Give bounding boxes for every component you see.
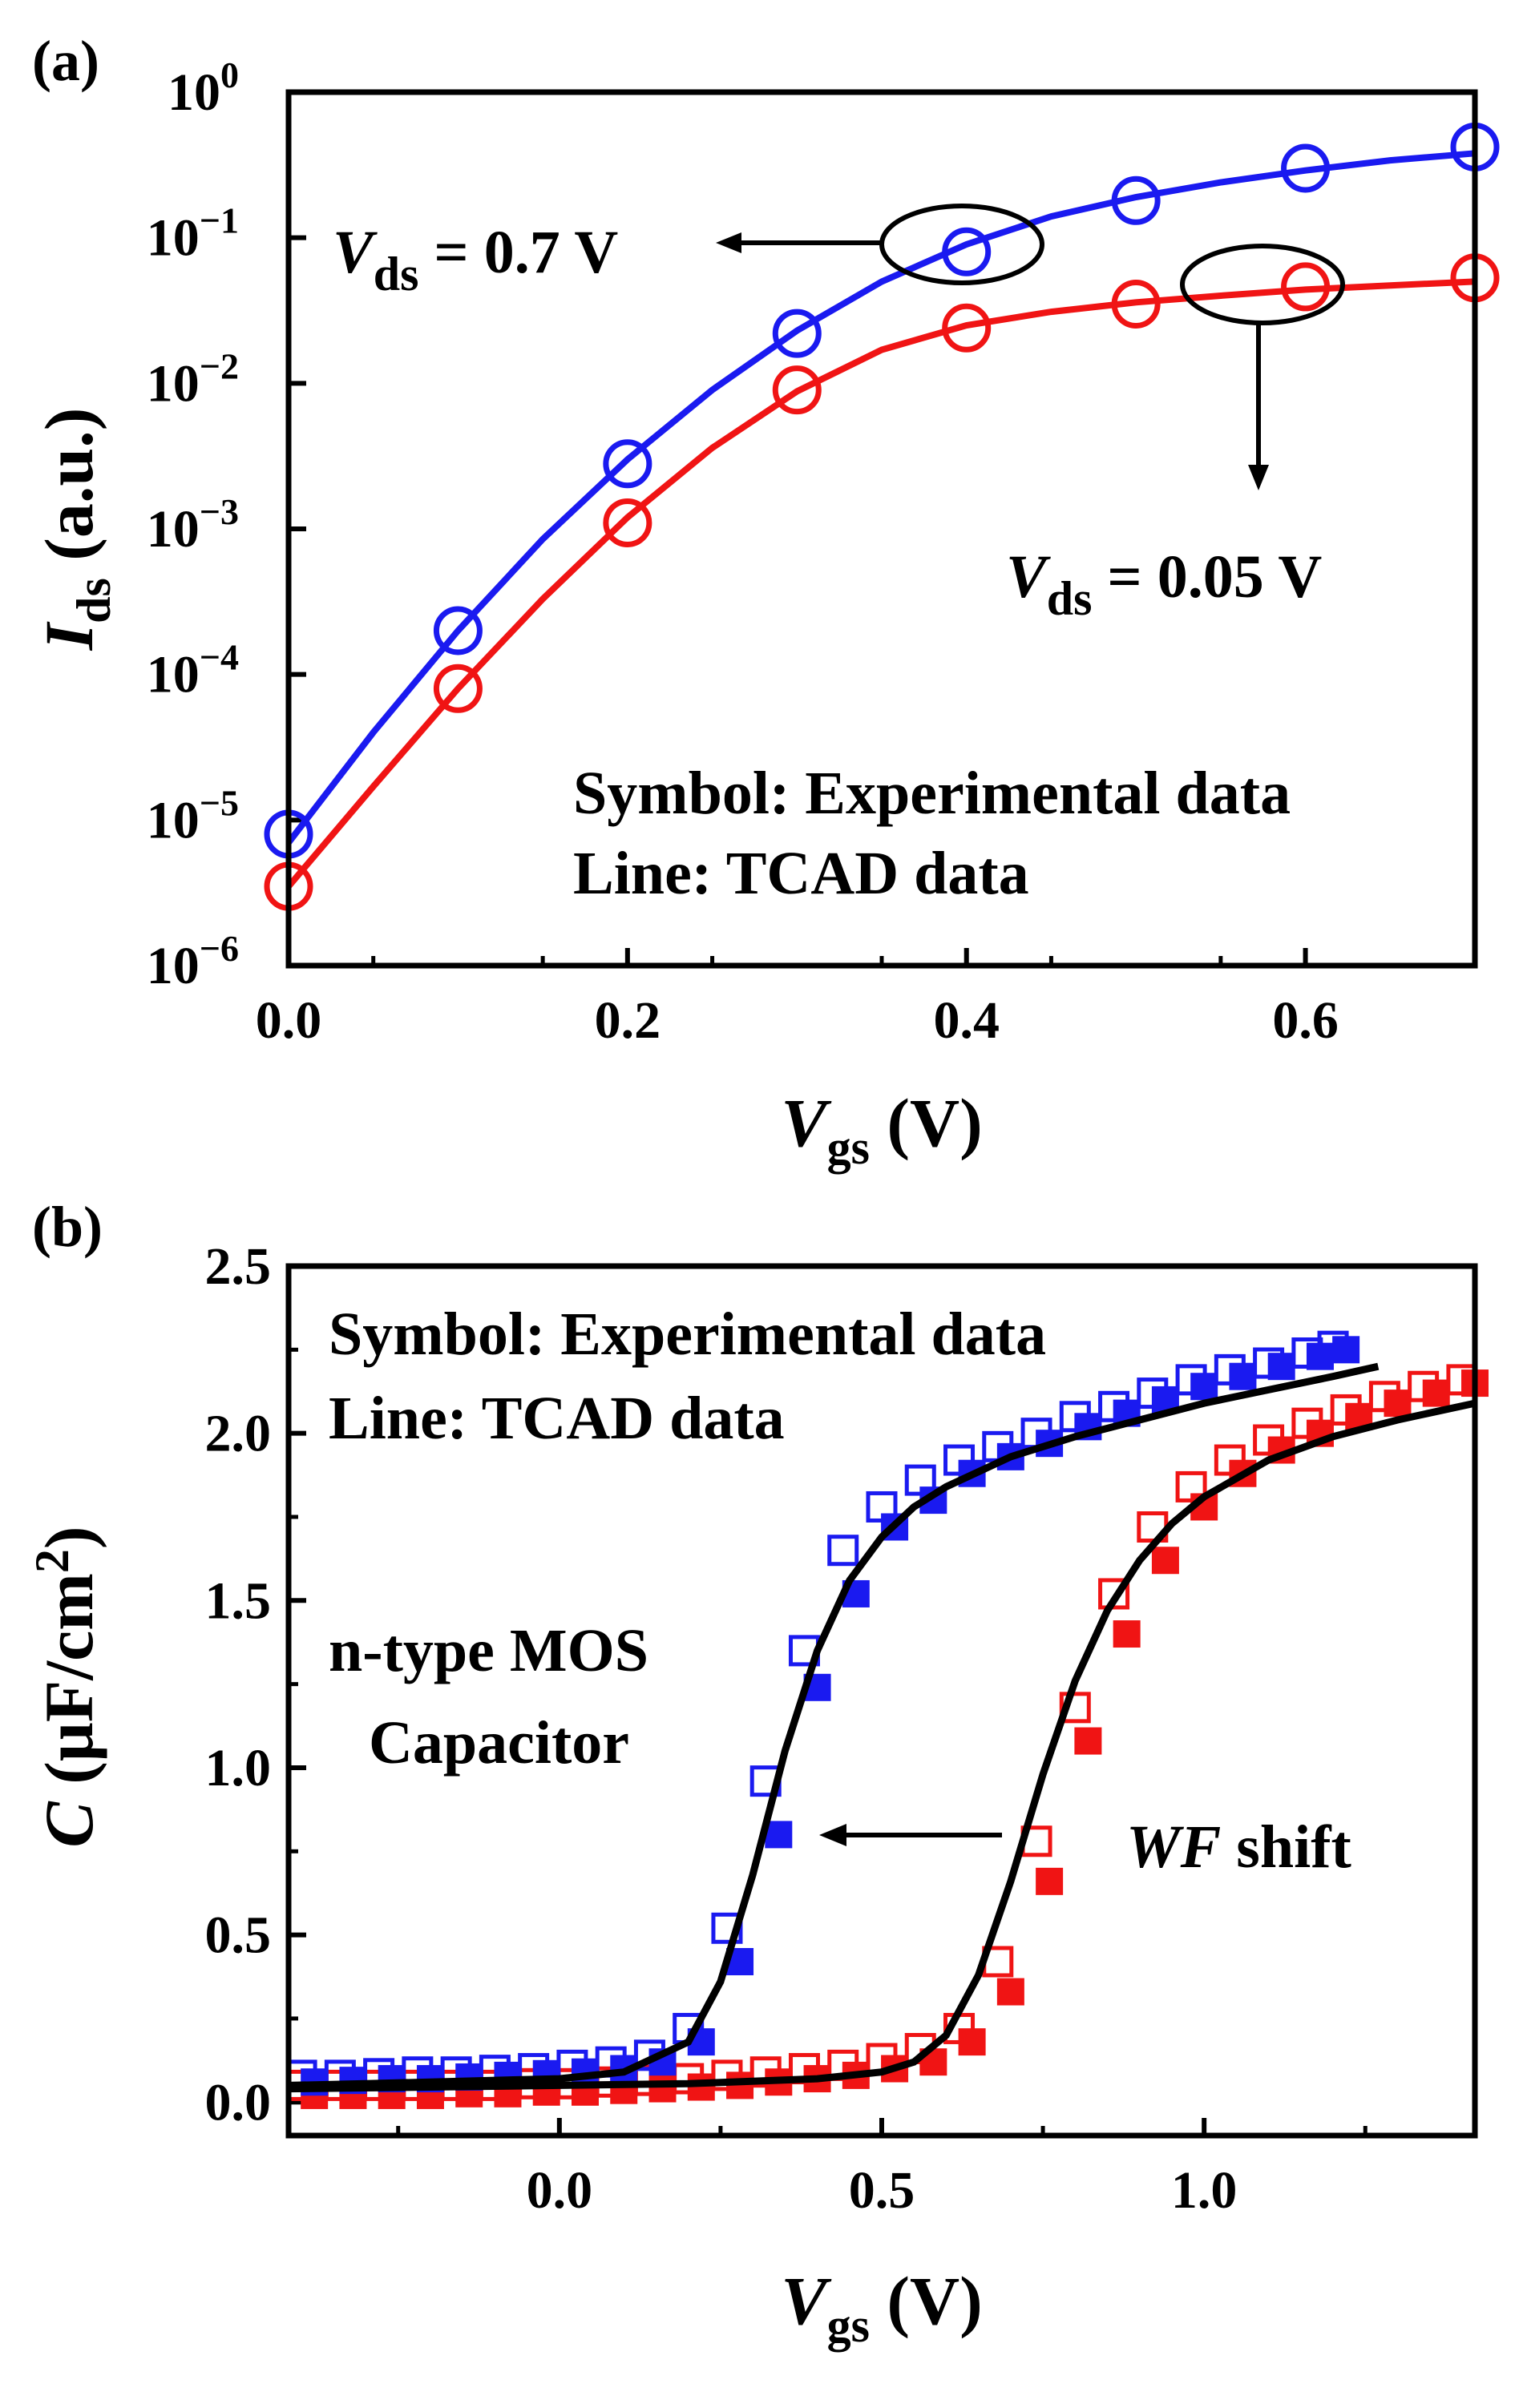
experimental-point (433, 664, 483, 713)
x-tick-label: 1.0 (1171, 2161, 1238, 2220)
annotation-wf-shift: WF shift (1126, 1813, 1351, 1881)
experimental-filled-square (1190, 1373, 1218, 1401)
ellipse-vds-0p05 (1180, 244, 1345, 325)
y-tick-label: 10−3 (147, 491, 239, 559)
legend-b-symbol-line: Symbol: Experimental data (329, 1301, 1046, 1368)
experimental-open-square (711, 1912, 743, 1944)
tcad-line-1 (288, 1399, 1476, 2093)
y-tick-label: 10−5 (147, 782, 239, 849)
annotation-vds-0p05: Vds = 0.05 V (1006, 543, 1322, 625)
x-tick-label: 0.5 (849, 2161, 915, 2220)
experimental-filled-square (648, 2075, 677, 2103)
x-tick-label: 0.0 (527, 2161, 593, 2220)
experimental-filled-square (1422, 1379, 1450, 1407)
x-tick-label: 0.6 (1272, 991, 1339, 1050)
experimental-filled-square (1074, 1727, 1102, 1755)
x-tick-label: 0.4 (933, 991, 1000, 1050)
experimental-point (603, 439, 652, 489)
tcad-line-0 (288, 1362, 1380, 2089)
annotation-capacitor: Capacitor (369, 1709, 629, 1777)
y-tick-label: 10−2 (147, 345, 239, 413)
panel-b-plot-frame (285, 1263, 1478, 2139)
experimental-point (1281, 143, 1331, 193)
arrowhead-vds-0p7 (716, 232, 741, 253)
x-tick-label: 0.2 (595, 991, 661, 1050)
annotation-n-type-mos: n-type MOS (329, 1617, 648, 1684)
x-tick-label: 0.0 (256, 991, 322, 1050)
experimental-point (603, 498, 652, 547)
annotation-vds-0p7: Vds = 0.7 V (333, 219, 618, 300)
y-tick-label: 10−4 (147, 637, 239, 704)
panel-b-label: (b) (32, 1195, 103, 1259)
y-tick-label: 10−6 (147, 928, 239, 995)
experimental-filled-square (1151, 1547, 1179, 1575)
panel-a: (a) 0.0 0.2 0.4 0.6 100 10−1 10−2 10−3 10−4 10−5 1… (30, 29, 1500, 1174)
experimental-filled-square (1384, 1390, 1412, 1418)
y-tick-label: 2.0 (205, 1405, 272, 1463)
tcad-line-1 (285, 278, 1476, 889)
experimental-open-square (1098, 1578, 1130, 1610)
experimental-point (1111, 175, 1161, 225)
panel-a-x-axis-label: Vgs (V) (781, 1084, 983, 1174)
y-tick-label: 100 (168, 54, 239, 122)
arrowhead-vds-0p05 (1248, 465, 1269, 490)
legend-b-line-line: Line: TCAD data (329, 1385, 785, 1452)
experimental-filled-square (1036, 1867, 1064, 1895)
legend-symbol-line: Symbol: Experimental data (573, 760, 1291, 827)
experimental-filled-square (1113, 1620, 1141, 1648)
y-tick-label: 1.5 (205, 1571, 272, 1630)
experimental-point (772, 365, 822, 415)
panel-b-series (285, 1330, 1489, 2109)
experimental-filled-square (996, 1978, 1024, 2006)
y-tick-label: 0.0 (205, 2073, 272, 2132)
experimental-filled-square (1267, 1353, 1295, 1381)
y-tick-label: 0.5 (205, 1906, 272, 1965)
y-tick-label: 10−1 (147, 200, 239, 268)
experimental-point (1281, 262, 1331, 312)
panel-b-y-axis-label: C (μF/cm2) (26, 1526, 107, 1847)
experimental-point (772, 309, 822, 358)
y-tick-label: 2.5 (205, 1237, 272, 1296)
experimental-point (942, 227, 992, 276)
y-tick-label: 1.0 (205, 1739, 272, 1797)
panel-b-x-axis-label: Vgs (V) (781, 2262, 983, 2352)
arrowhead-wf-shift (819, 1824, 846, 1846)
panel-b: (b) 0.0 0.5 1.0 0.0 0.5 1.0 1.5 2.0 2.5 C (μF/cm… (26, 1195, 1489, 2352)
panel-a-label: (a) (32, 29, 99, 93)
experimental-filled-square (1332, 1336, 1360, 1364)
experimental-point (1111, 279, 1161, 329)
experimental-filled-square (1229, 1362, 1257, 1390)
panel-a-plot-frame (285, 89, 1478, 969)
tcad-line-0 (285, 150, 1476, 845)
experimental-filled-square (958, 2028, 986, 2056)
experimental-point (433, 606, 483, 655)
legend-line-line: Line: TCAD data (573, 840, 1029, 907)
experimental-open-square (827, 1535, 859, 1567)
experimental-point (942, 303, 992, 353)
panel-a-y-axis-label: Ids (a.u.) (30, 408, 120, 651)
experimental-open-square (1059, 1692, 1091, 1724)
experimental-filled-square (1306, 1342, 1334, 1370)
experimental-filled-square (765, 1821, 793, 1849)
